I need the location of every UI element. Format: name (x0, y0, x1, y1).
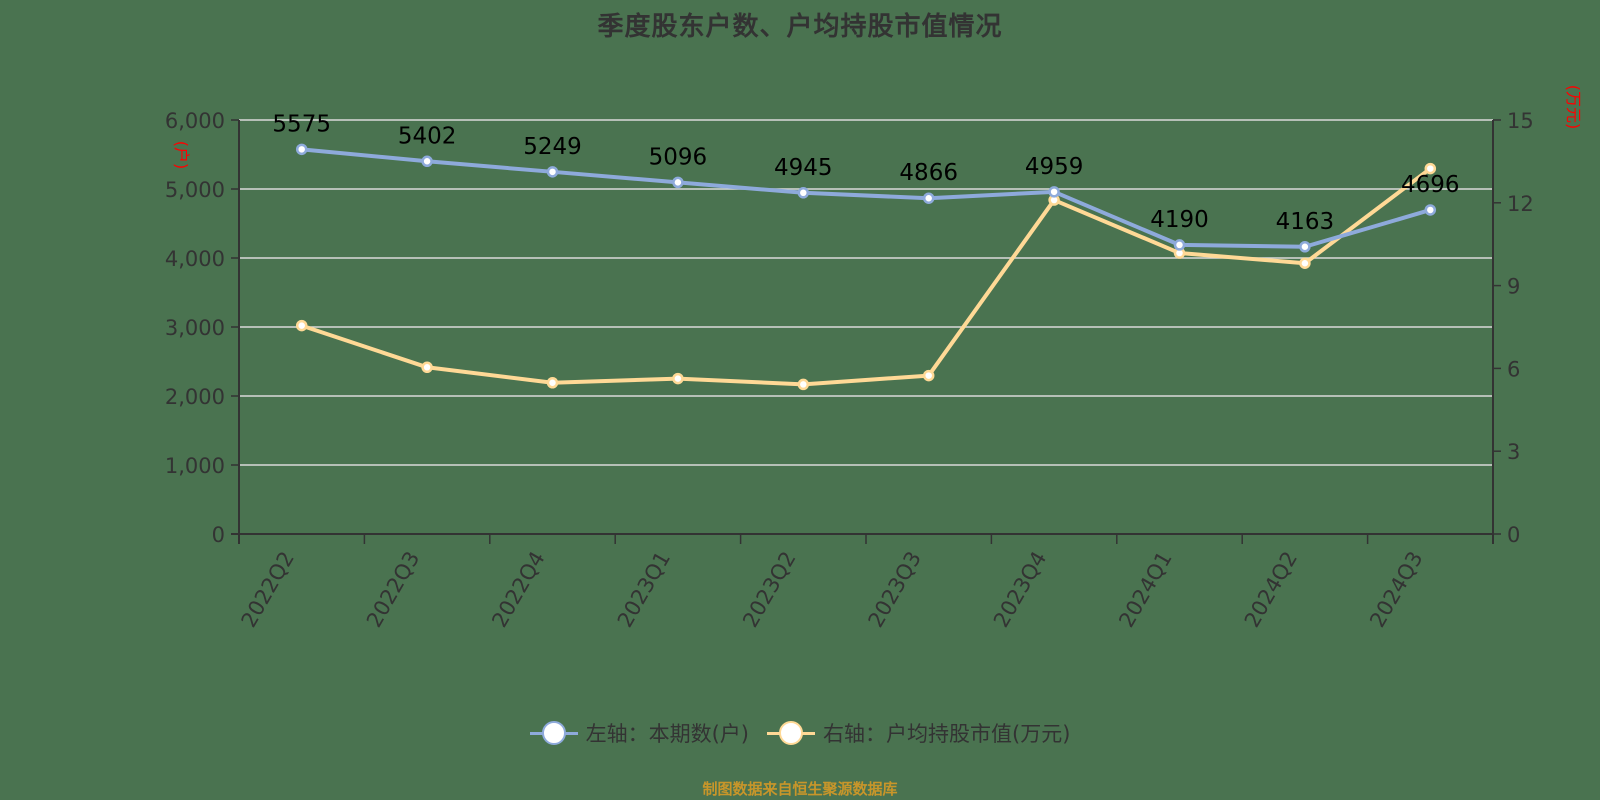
y-right-tick-label: 0 (1507, 523, 1520, 547)
y-right-unit-label: (万元) (1564, 85, 1583, 130)
data-label: 4163 (1276, 209, 1335, 235)
data-point-marker[interactable] (672, 372, 684, 385)
line-marker-icon (767, 721, 815, 745)
axes: 0 1,000 2,000 3,000 4,000 5,000 6,000 0 3 6 9 12 15 2… (165, 85, 1583, 632)
x-tick-label: 2022Q3 (362, 547, 424, 631)
data-point-marker[interactable] (1299, 257, 1311, 269)
data-point-marker[interactable] (922, 369, 935, 382)
data-point-marker[interactable] (421, 361, 433, 374)
y-left-tick-label: 4,000 (165, 247, 225, 271)
data-point-marker[interactable] (421, 155, 433, 168)
legend: 左轴：本期数(户) 右轴：户均持股市值(万元) (0, 718, 1600, 748)
y-right-tick-label: 9 (1507, 275, 1520, 299)
chart-title: 季度股东户数、户均持股市值情况 (597, 12, 1003, 42)
data-point-marker[interactable] (1299, 241, 1311, 253)
x-tick-label: 2023Q2 (738, 547, 800, 631)
y-left-tick-label: 5,000 (165, 178, 225, 202)
data-label: 4866 (899, 160, 958, 186)
legend-label: 左轴：本期数(户) (585, 722, 749, 746)
x-tick-label: 2023Q4 (989, 547, 1051, 631)
data-point-marker[interactable] (295, 143, 308, 156)
data-point-marker[interactable] (1173, 239, 1186, 251)
legend-item-avg-holding-value[interactable]: 右轴：户均持股市值(万元) (767, 718, 1070, 748)
grid-lines (239, 119, 1493, 466)
y-left-tick-label: 6,000 (165, 109, 225, 133)
y-right-tick-label: 3 (1507, 440, 1520, 464)
x-tick-label: 2023Q1 (613, 547, 675, 631)
legend-label: 右轴：户均持股市值(万元) (823, 722, 1071, 746)
data-label: 4696 (1401, 172, 1460, 198)
x-tick-label: 2023Q3 (864, 547, 926, 631)
data-point-marker[interactable] (546, 377, 559, 389)
data-label: 5096 (649, 144, 708, 170)
y-left-tick-label: 2,000 (165, 385, 225, 409)
y-right-tick-label: 6 (1507, 357, 1520, 381)
source-footer: 制图数据来自恒生聚源数据库 (702, 780, 898, 798)
series-line (301, 147, 1431, 249)
data-point-marker[interactable] (922, 192, 935, 204)
data-point-marker[interactable] (295, 319, 308, 332)
series-shareholder-count (295, 143, 1437, 253)
data-label: 4959 (1025, 154, 1084, 180)
y-right-tick-label: 15 (1507, 109, 1534, 133)
data-point-marker[interactable] (797, 378, 810, 391)
x-tick-label: 2022Q4 (487, 547, 549, 631)
series-line (301, 166, 1432, 387)
y-left-tick-label: 0 (212, 523, 225, 547)
y-left-tick-label: 1,000 (165, 454, 225, 478)
series-avg-holding-value (295, 162, 1437, 391)
x-tick-label: 2022Q2 (237, 547, 299, 631)
data-point-marker[interactable] (797, 187, 810, 199)
data-point-marker[interactable] (546, 166, 559, 178)
data-label: 5575 (272, 111, 331, 137)
x-tick-label: 2024Q1 (1114, 547, 1176, 631)
data-label: 5402 (398, 123, 457, 149)
legend-item-shareholder-count[interactable]: 左轴：本期数(户) (529, 718, 749, 748)
y-left-tick-label: 3,000 (165, 316, 225, 340)
data-label: 5249 (523, 134, 582, 160)
data-point-marker[interactable] (1048, 186, 1060, 198)
data-point-marker[interactable] (672, 176, 684, 189)
data-point-marker[interactable] (1424, 162, 1437, 175)
data-label: 4945 (774, 155, 833, 181)
line-marker-icon (529, 721, 578, 745)
data-label: 4190 (1150, 207, 1209, 233)
data-point-marker[interactable] (1424, 204, 1437, 216)
data-labels: 5575 5402 5249 5096 4945 4866 4959 4190 4163 4696 (272, 111, 1459, 234)
x-tick-label: 2024Q3 (1365, 547, 1427, 631)
y-right-tick-label: 12 (1507, 192, 1534, 216)
y-left-unit-label: (户) (172, 141, 191, 170)
x-tick-label: 2024Q2 (1240, 547, 1302, 631)
